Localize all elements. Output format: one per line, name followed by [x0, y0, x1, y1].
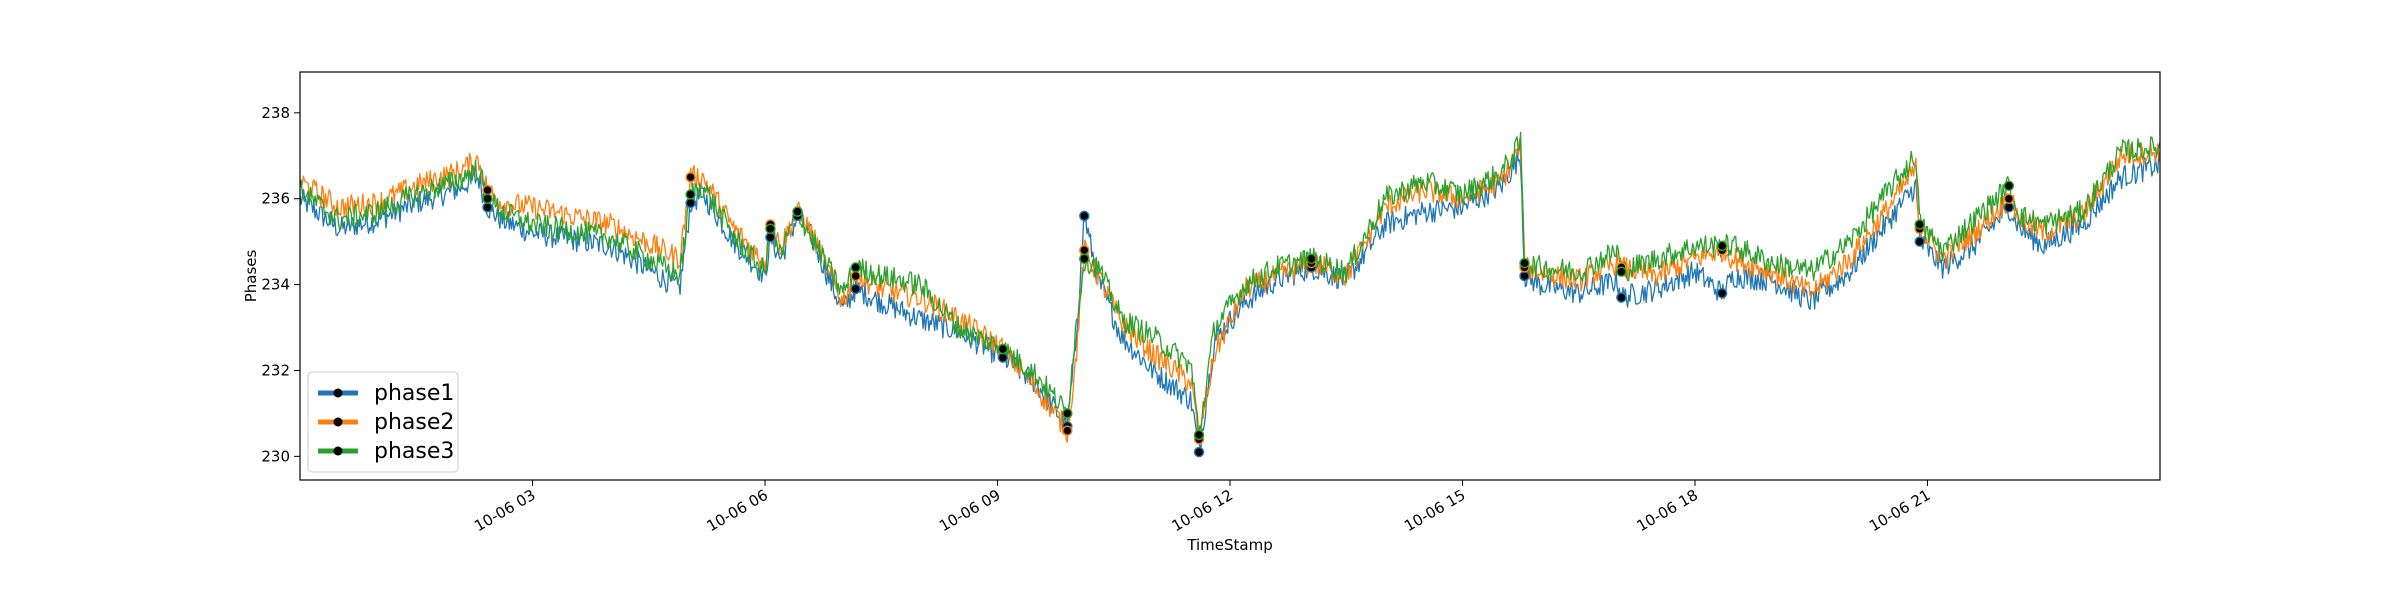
x-axis-label: TimeStamp [1186, 536, 1272, 554]
data-point-marker-phase1 [1193, 446, 1205, 458]
series-line-phase1 [300, 150, 2160, 450]
y-tick-label: 232 [261, 361, 290, 379]
y-tick-label: 236 [261, 190, 290, 208]
data-point-marker-phase1 [765, 232, 776, 243]
data-point-marker-phase3 [1616, 266, 1627, 277]
data-point-marker-phase3 [1716, 240, 1728, 252]
data-point-marker-phase1 [850, 283, 861, 295]
legend-entry-phase2: phase2 [318, 410, 454, 435]
legend-entry-phase3: phase3 [318, 439, 454, 464]
data-point-marker-phase2 [2003, 193, 2015, 204]
data-point-marker-phase2 [850, 270, 861, 282]
legend-marker-phase1 [333, 388, 343, 398]
data-point-marker-phase3 [1306, 253, 1317, 265]
data-point-marker-phase1 [1616, 292, 1627, 303]
legend-entry-phase1: phase1 [318, 381, 454, 406]
data-point-marker-phase3 [2003, 180, 2015, 192]
data-point-marker-phase1 [997, 352, 1009, 363]
data-point-marker-phase3 [685, 189, 696, 200]
data-point-marker-phase1 [1079, 210, 1090, 222]
legend-marker-phase2 [333, 417, 343, 427]
data-point-marker-phase3 [1062, 408, 1073, 419]
data-point-marker-phase3 [1079, 253, 1090, 265]
data-point-marker-phase1 [1519, 270, 1530, 282]
y-tick-label: 238 [261, 104, 290, 122]
data-point-marker-phase1 [1716, 287, 1728, 299]
y-axis: 230 232 234 236 238 [261, 104, 300, 465]
data-point-marker-phase3 [1193, 429, 1205, 441]
data-point-marker-phase2 [1079, 244, 1090, 256]
legend: phase1 phase2 phase3 [307, 371, 459, 473]
data-point-marker-phase1 [1914, 236, 1925, 247]
legend-label-phase3: phase3 [374, 439, 454, 464]
y-tick-label: 230 [261, 447, 290, 465]
legend-marker-phase3 [333, 446, 343, 456]
y-tick-label: 234 [261, 276, 290, 294]
data-point-marker-phase2 [685, 171, 696, 183]
data-point-marker-phase3 [482, 193, 493, 204]
legend-label-phase2: phase2 [374, 410, 454, 435]
data-point-marker-phase3 [997, 343, 1009, 355]
data-point-marker-phase2 [482, 184, 493, 196]
marker-layer [482, 171, 2015, 458]
data-point-marker-phase3 [1519, 257, 1530, 269]
data-point-marker-phase3 [1914, 219, 1925, 230]
data-point-marker-phase3 [765, 223, 776, 235]
legend-label-phase1: phase1 [374, 381, 454, 406]
series-line-phase2 [300, 138, 2160, 443]
y-axis-label: Phases [242, 250, 260, 303]
plot-area [300, 72, 2160, 480]
legend-box [307, 371, 459, 473]
data-point-marker-phase3 [850, 262, 861, 273]
data-point-marker-phase3 [792, 206, 803, 217]
series-layer [300, 131, 2160, 450]
series-line-phase3 [300, 131, 2160, 438]
data-point-marker-phase1 [482, 202, 493, 213]
data-point-marker-phase1 [2003, 202, 2015, 213]
data-point-marker-phase2 [1062, 425, 1073, 436]
data-point-marker-phase1 [685, 197, 696, 209]
